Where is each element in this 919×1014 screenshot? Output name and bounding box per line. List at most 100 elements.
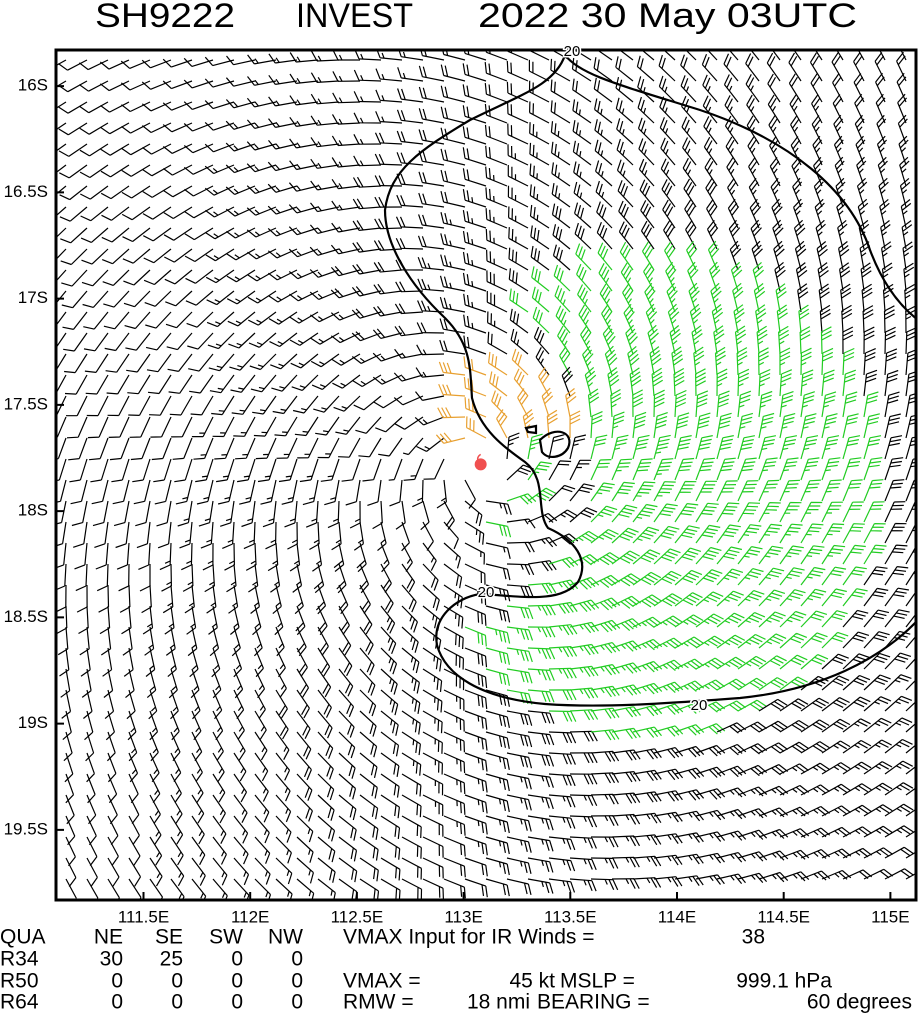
wind-barb	[659, 117, 676, 145]
wind-barb	[145, 332, 172, 351]
wind-barb	[101, 248, 130, 265]
wind-barb	[487, 311, 508, 334]
wind-barb	[267, 205, 298, 215]
wind-barb	[854, 93, 865, 124]
wind-barb	[842, 479, 863, 502]
wind-barb	[728, 219, 741, 250]
wind-barb	[842, 391, 858, 418]
wind-barb	[86, 878, 99, 900]
wind-barb	[834, 156, 845, 187]
wind-barb	[380, 542, 390, 573]
wind-barb	[632, 834, 662, 846]
wind-barb	[439, 275, 466, 292]
wind-barb	[527, 604, 556, 616]
wind-barb	[737, 412, 754, 439]
wind-barb	[664, 241, 676, 271]
wind-barb	[821, 826, 852, 838]
wind-barb	[726, 157, 739, 187]
wind-barb	[233, 836, 249, 865]
wind-barb	[758, 785, 789, 796]
wind-barb	[857, 198, 869, 229]
wind-barb	[788, 73, 802, 103]
storm-name: INVEST	[296, 0, 413, 35]
wind-barb	[527, 461, 552, 481]
wind-barb	[509, 288, 529, 313]
wind-barb	[443, 689, 465, 711]
wind-barb	[527, 836, 554, 852]
wind-barb	[225, 164, 256, 174]
wind-barb	[462, 272, 487, 292]
wind-barb	[205, 206, 235, 218]
wind-barb	[595, 180, 613, 208]
wind-barb	[674, 745, 705, 758]
wind-barb	[330, 288, 361, 299]
wind-barb	[513, 368, 529, 397]
wind-barb	[380, 836, 401, 860]
wind-barb	[485, 500, 512, 515]
wind-barb	[725, 136, 739, 166]
wind-barb	[573, 161, 592, 187]
wind-barb	[317, 836, 336, 863]
wind-barb	[842, 739, 872, 754]
wind-barb	[338, 437, 361, 458]
wind-barb	[81, 269, 109, 287]
wind-barb	[181, 542, 193, 571]
wind-barb	[821, 805, 851, 817]
wind-barb	[905, 722, 916, 733]
wind-barb	[165, 311, 193, 329]
wind-barb	[842, 653, 870, 670]
wind-barb	[440, 233, 466, 250]
wind-barb	[260, 479, 277, 505]
wind-barb	[905, 436, 916, 460]
wind-barb	[611, 504, 638, 523]
wind-barb	[683, 178, 697, 208]
wind-barb	[191, 794, 205, 824]
wind-barb	[577, 284, 592, 313]
wind-barb	[123, 647, 134, 677]
wind-barb	[422, 857, 444, 879]
wind-barb	[653, 811, 683, 823]
wind-barb	[130, 437, 151, 461]
valid-time: 2022 30 May 03UTC	[478, 0, 857, 35]
wind-barb	[632, 791, 662, 803]
wind-barb	[611, 618, 642, 632]
wind-barb	[144, 290, 172, 307]
wind-barb	[779, 741, 809, 754]
wind-barb	[863, 717, 892, 733]
wind-barb	[275, 794, 292, 823]
table-cell: R64	[0, 991, 39, 1014]
wind-barb	[710, 282, 722, 313]
wind-barb	[858, 219, 870, 250]
wind-barb	[569, 794, 598, 806]
wind-barb	[813, 156, 823, 187]
wind-barb	[863, 413, 880, 439]
wind-barb	[56, 332, 67, 349]
wind-barb	[814, 198, 825, 229]
wind-barb	[548, 624, 578, 636]
wind-barb	[351, 286, 382, 297]
wind-barb	[527, 536, 558, 548]
wind-barb	[800, 632, 828, 649]
wind-barb	[191, 857, 206, 886]
wind-barb	[842, 347, 855, 376]
wind-barb	[311, 374, 340, 390]
wind-barb	[569, 709, 599, 721]
wind-barb	[401, 857, 422, 880]
wind-barb	[701, 53, 718, 82]
wind-barb	[79, 122, 109, 135]
wind-barb	[60, 248, 88, 266]
wind-barb	[758, 807, 789, 818]
table-header: NW	[268, 926, 303, 949]
wind-barb	[164, 248, 193, 263]
wind-barb	[695, 613, 724, 628]
wind-barb	[716, 435, 734, 460]
wind-barb	[101, 206, 130, 221]
wind-barb	[794, 240, 807, 271]
wind-barb	[359, 647, 375, 676]
x-tick-label: 111.5E	[118, 907, 169, 926]
wind-barb	[351, 353, 382, 364]
wind-barb	[183, 143, 214, 154]
wind-barb	[644, 282, 656, 313]
wind-barb	[394, 303, 424, 315]
wind-barb	[674, 480, 697, 502]
